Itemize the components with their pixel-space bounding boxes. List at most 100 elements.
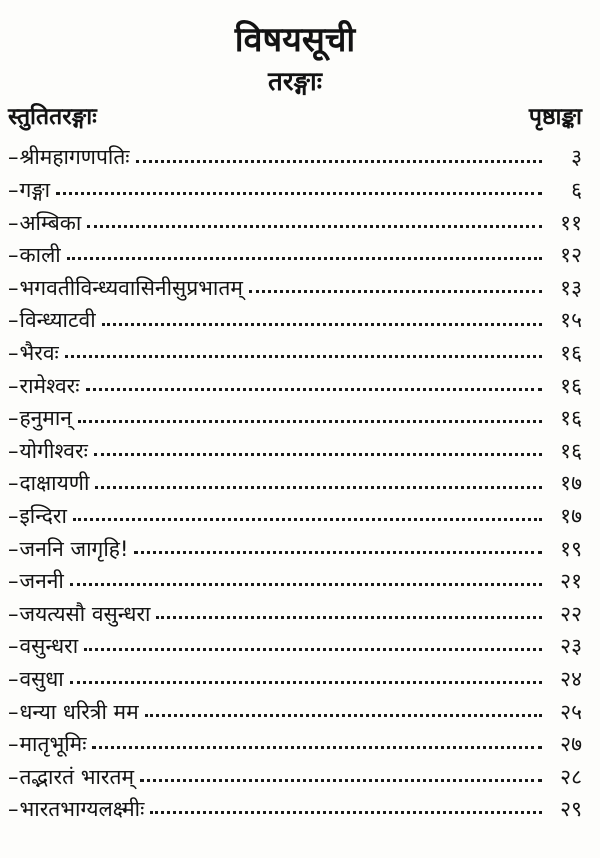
page-subtitle: तरङ्गाः xyxy=(268,67,322,98)
entry-dash: – xyxy=(8,699,19,724)
dot-leader xyxy=(135,159,542,163)
entry-page-number: २७ xyxy=(560,732,582,757)
toc-entry: – तद्भारतं भारतम् २८ xyxy=(8,756,582,789)
entry-dash: – xyxy=(8,601,19,626)
toc-entry: – मातृभूमिः २७ xyxy=(8,724,582,757)
entry-page-number: २३ xyxy=(560,634,582,659)
entry-title: अम्बिका xyxy=(19,210,82,235)
entry-title: हनुमान् xyxy=(19,406,72,431)
entry-dash: – xyxy=(8,536,19,561)
entry-page-number: १३ xyxy=(560,275,582,300)
entry-dash: – xyxy=(8,145,19,170)
dot-leader xyxy=(101,322,542,326)
dot-leader xyxy=(95,485,542,489)
entry-title: वसुधा xyxy=(19,666,64,691)
dot-leader xyxy=(77,420,542,424)
entry-title: जननि जागृहि! xyxy=(19,536,129,561)
entry-page-number: १६ xyxy=(560,406,582,431)
entry-dash: – xyxy=(8,341,19,365)
entry-page-number: १२ xyxy=(560,243,582,268)
toc-list: – श्रीमहागणपतिः ३ – गङ्गा ६ – अम्बिका ११… xyxy=(8,137,582,821)
dot-leader xyxy=(140,778,542,782)
toc-entry: – भारतभाग्यलक्ष्मीः २९ xyxy=(8,789,582,822)
entry-title: विन्ध्याटवी xyxy=(19,308,96,333)
entry-page-number: २८ xyxy=(560,764,582,789)
entry-title: गङ्गा xyxy=(19,178,51,203)
toc-entry: – गङ्गा ६ xyxy=(8,170,582,203)
toc-entry: – भगवतीविन्ध्यवासिनीसुप्रभातम् १३ xyxy=(8,267,582,300)
toc-entry: – वसुधा २४ xyxy=(8,658,582,691)
entry-page-number: १७ xyxy=(560,471,582,496)
entry-dash: – xyxy=(8,178,19,203)
entry-page-number: १६ xyxy=(560,373,582,398)
entry-dash: – xyxy=(8,471,19,496)
toc-entry: – जयत्यसौ वसुन्धरा २२ xyxy=(8,593,582,626)
entry-dash: – xyxy=(8,243,19,268)
entry-title: जयत्यसौ वसुन्धरा xyxy=(19,601,151,626)
toc-entry: – अम्बिका ११ xyxy=(8,202,582,235)
entry-dash: – xyxy=(8,308,19,333)
entry-page-number: ३ xyxy=(571,145,582,170)
entry-title: जननी xyxy=(19,569,64,594)
entry-title: धन्या धरित्री मम xyxy=(19,699,139,724)
entry-title: योगीश्वरः xyxy=(19,438,88,463)
toc-entry: – रामेश्वरः १६ xyxy=(8,365,582,398)
entry-page-number: १६ xyxy=(560,438,582,463)
column-headers: स्तुतितरङ्गाः पृष्ठाङ्का xyxy=(8,99,582,131)
entry-title: वसुन्धरा xyxy=(19,634,79,659)
toc-entry: – इन्दिरा १७ xyxy=(8,496,582,529)
dot-leader xyxy=(150,811,542,815)
dot-leader xyxy=(144,713,542,717)
dot-leader xyxy=(156,615,542,619)
toc-entry: – भैरवः १६ xyxy=(8,333,582,366)
entry-page-number: २१ xyxy=(560,569,582,594)
entry-page-number: १७ xyxy=(560,503,582,528)
dot-leader xyxy=(92,746,542,750)
entry-dash: – xyxy=(8,569,19,594)
toc-entry: – विन्ध्याटवी १५ xyxy=(8,300,582,333)
dot-leader xyxy=(84,648,542,652)
entry-title: भगवतीविन्ध्यवासिनीसुप्रभातम् xyxy=(19,275,243,300)
entry-page-number: २५ xyxy=(560,699,582,724)
entry-dash: – xyxy=(8,406,19,431)
dot-leader xyxy=(93,452,542,456)
entry-title: तद्भारतं भारतम् xyxy=(19,764,135,789)
toc-entry: – जननि जागृहि! १९ xyxy=(8,528,582,561)
entry-page-number: २९ xyxy=(560,797,582,822)
entry-dash: – xyxy=(8,373,19,398)
entry-title: रामेश्वरः xyxy=(19,373,80,398)
entry-page-number: ६ xyxy=(571,178,582,203)
entry-dash: – xyxy=(8,666,19,691)
toc-entry: – हनुमान् १६ xyxy=(8,398,582,431)
dot-leader xyxy=(69,681,542,685)
entry-dash: – xyxy=(8,732,19,757)
dot-leader xyxy=(134,550,542,554)
entry-title: भैरवः xyxy=(19,341,59,365)
dot-leader xyxy=(69,583,542,587)
page-title: विषयसूची xyxy=(234,20,356,60)
toc-entry: – जननी २१ xyxy=(8,561,582,594)
dot-leader xyxy=(72,518,542,522)
dot-leader xyxy=(85,387,542,391)
dot-leader xyxy=(248,289,542,293)
entry-page-number: १६ xyxy=(560,341,582,365)
dot-leader xyxy=(56,192,542,196)
entry-page-number: १९ xyxy=(560,536,582,561)
toc-entry: – धन्या धरित्री मम २५ xyxy=(8,691,582,724)
entry-title: इन्दिरा xyxy=(19,503,67,528)
entry-title: श्रीमहागणपतिः xyxy=(19,145,130,170)
entry-page-number: ११ xyxy=(560,210,582,235)
entry-dash: – xyxy=(8,503,19,528)
entry-dash: – xyxy=(8,797,19,822)
toc-entry: – काली १२ xyxy=(8,235,582,268)
entry-title: मातृभूमिः xyxy=(19,732,87,757)
column-header-pages: पृष्ठाङ्का xyxy=(528,103,582,130)
entry-dash: – xyxy=(8,275,19,300)
column-header-titles: स्तुतितरङ्गाः xyxy=(8,103,97,130)
entry-title: भारतभाग्यलक्ष्मीः xyxy=(19,797,145,822)
entry-page-number: २४ xyxy=(560,666,582,691)
entry-title: दाक्षायणी xyxy=(19,471,90,496)
entry-dash: – xyxy=(8,634,19,659)
dot-leader xyxy=(66,257,542,261)
